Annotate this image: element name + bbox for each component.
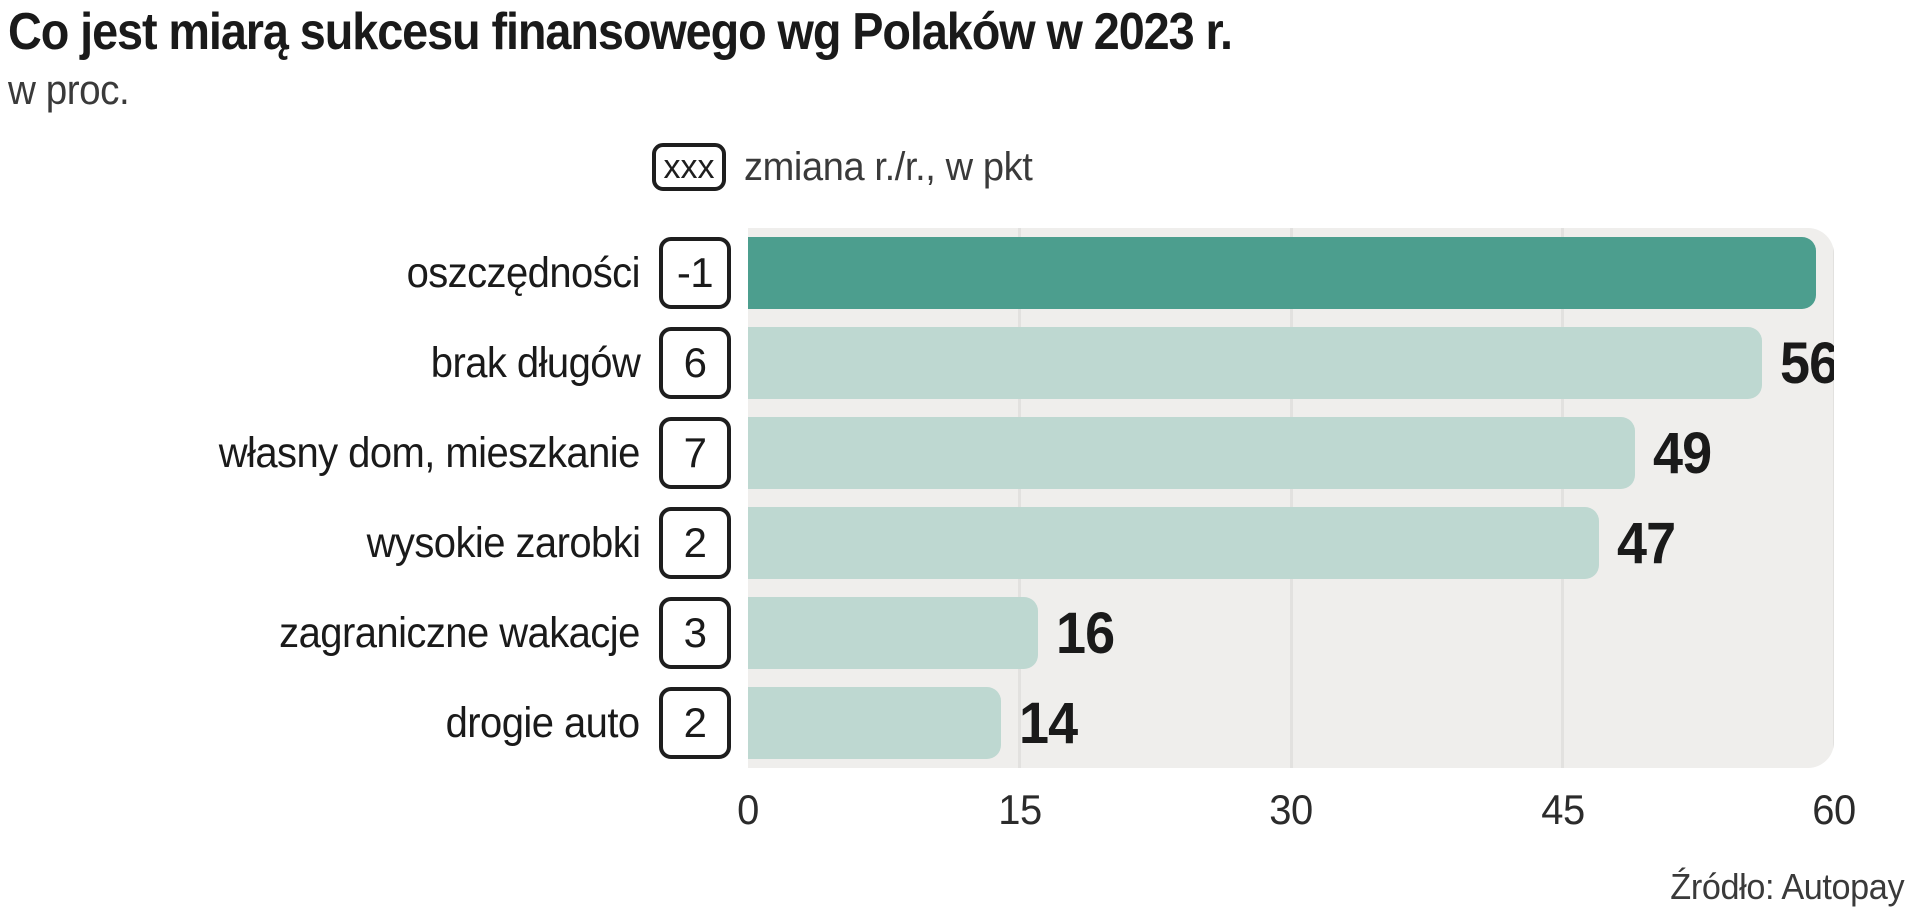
bar	[748, 507, 1599, 579]
bar	[748, 597, 1038, 669]
gridline	[1561, 228, 1564, 768]
status-badge: 2	[659, 687, 731, 759]
bar-value-label: 49	[1652, 420, 1712, 486]
legend-label: zmiana r./r., w pkt	[744, 144, 1033, 189]
change-badge-row: -1	[648, 228, 742, 318]
category-label-column: oszczędności brak długów własny dom, miesz…	[0, 228, 641, 768]
gridline	[1832, 228, 1834, 768]
category-label: wysokie zarobki	[366, 519, 640, 567]
bar-value-label: 16	[1055, 600, 1115, 666]
bar	[748, 237, 1816, 309]
bar-row: 14	[748, 678, 1834, 768]
bar	[748, 687, 1002, 759]
change-badge-row: 6	[648, 318, 742, 408]
bar-value-label: 47	[1616, 510, 1676, 576]
bar-row: 47	[748, 498, 1834, 588]
status-badge: 7	[659, 417, 731, 489]
change-badge-column: -1 6 7 2 3 2	[648, 228, 742, 768]
gridline	[1289, 228, 1293, 768]
category-label-row: drogie auto	[0, 678, 641, 768]
change-badge-row: 2	[648, 498, 742, 588]
bar	[748, 327, 1762, 399]
category-label: oszczędności	[406, 249, 641, 297]
page-title: Co jest miarą sukcesu finansowego wg Pol…	[8, 3, 1233, 61]
status-badge: 6	[659, 327, 731, 399]
change-badge-row: 2	[648, 678, 742, 768]
status-badge: 3	[659, 597, 731, 669]
axis-tick-label: 60	[1812, 786, 1856, 833]
legend-badge-sample: xxx	[652, 143, 726, 191]
change-badge-row: 7	[648, 408, 742, 498]
axis-tick-label: 45	[1540, 786, 1585, 833]
chart-legend: xxx zmiana r./r., w pkt	[652, 143, 1048, 191]
chart-plot-wrapper: oszczędności brak długów własny dom, miesz…	[0, 228, 1920, 788]
axis-tick-label: 0	[737, 786, 759, 833]
gridline	[1018, 228, 1021, 768]
status-badge: 2	[659, 507, 731, 579]
change-badge-row: 3	[648, 588, 742, 678]
category-label-row: wysokie zarobki	[0, 498, 640, 588]
bar-row: 49	[748, 408, 1834, 498]
category-label: drogie auto	[446, 699, 641, 747]
category-label-row: zagraniczne wakacje	[0, 588, 640, 678]
bar	[748, 417, 1635, 489]
category-label-row: brak długów	[0, 318, 641, 408]
category-label-row: własny dom, mieszkanie	[0, 408, 641, 498]
category-label: zagraniczne wakacje	[279, 609, 640, 657]
bar-row: 56	[748, 318, 1834, 408]
bar-row: 59	[748, 228, 1834, 318]
axis-tick-label: 30	[1269, 786, 1313, 833]
bar-row: 16	[748, 588, 1834, 678]
bar-value-label: 56	[1779, 330, 1834, 396]
chart-subtitle: w proc.	[8, 66, 130, 113]
status-badge: -1	[659, 237, 731, 309]
category-label-row: oszczędności	[0, 228, 641, 318]
axis-tick-label: 15	[997, 786, 1042, 833]
chart-header: Co jest miarą sukcesu finansowego wg Pol…	[8, 2, 1908, 116]
category-label: brak długów	[430, 339, 641, 387]
bar-value-label: 14	[1019, 690, 1078, 756]
x-axis: 0 15 30 45 60	[737, 786, 1856, 846]
category-label: własny dom, mieszkanie	[218, 429, 641, 477]
source-attribution: Źródło: Autopay	[1670, 866, 1904, 907]
bars-plot-area: 59 56 49 47 16 14	[748, 228, 1834, 768]
